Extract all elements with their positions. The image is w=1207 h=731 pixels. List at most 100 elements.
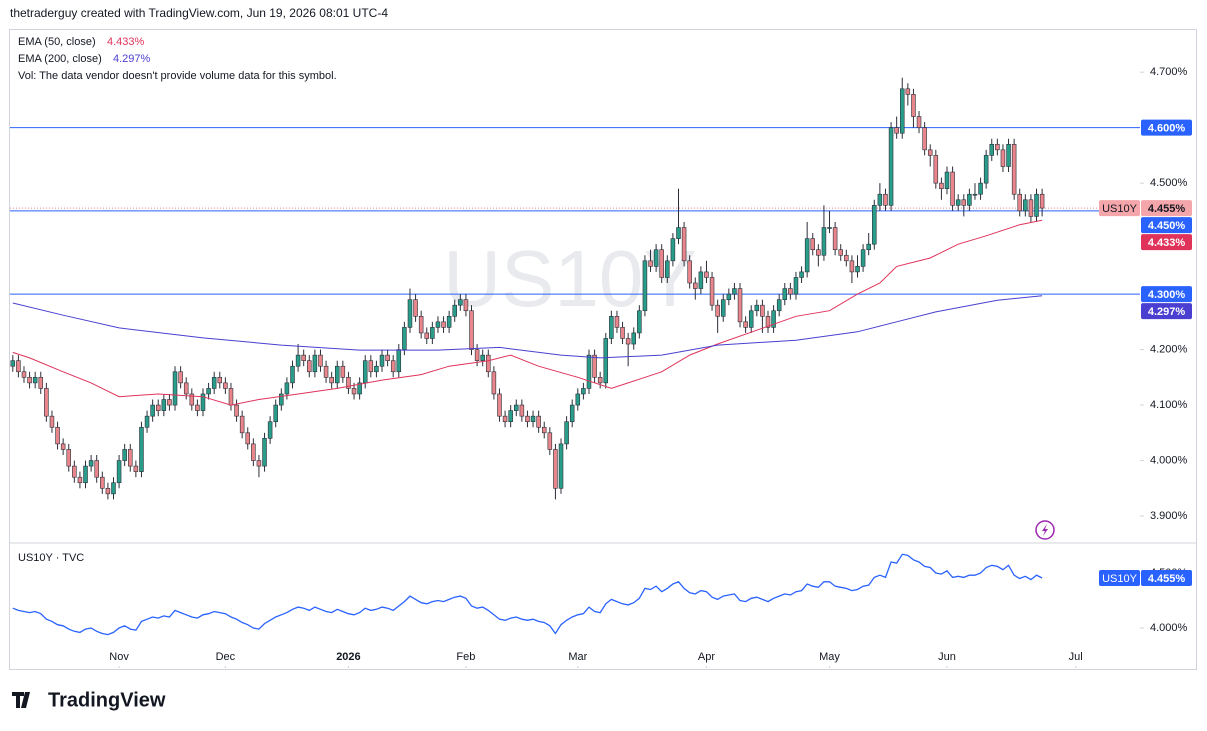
candle-body bbox=[883, 193, 888, 206]
pane2-price-label: 4.455% bbox=[1148, 573, 1186, 585]
candle-body bbox=[77, 476, 83, 484]
candle-body bbox=[525, 415, 530, 423]
candle-body bbox=[452, 304, 457, 317]
candle-body bbox=[575, 393, 581, 406]
candle-body bbox=[290, 365, 295, 384]
candle-body bbox=[262, 438, 267, 467]
candle-body bbox=[866, 243, 871, 251]
footer-logo bbox=[12, 692, 30, 708]
candle-body bbox=[894, 127, 899, 134]
candle-body bbox=[922, 127, 927, 151]
price-label: 4.297% bbox=[1148, 306, 1186, 318]
candle-body bbox=[200, 393, 206, 411]
candle-body bbox=[402, 327, 407, 350]
candle-body bbox=[469, 310, 474, 350]
candle-body bbox=[256, 460, 262, 467]
candle-body bbox=[128, 449, 133, 467]
watermark: US10Y bbox=[443, 234, 696, 323]
candle-body bbox=[698, 271, 704, 289]
candle-body bbox=[183, 382, 189, 395]
candle-body bbox=[603, 338, 609, 384]
x-tick-label: Nov bbox=[109, 651, 129, 663]
candle-body bbox=[368, 360, 374, 373]
candle-body bbox=[10, 360, 16, 367]
candle-body bbox=[139, 426, 144, 472]
x-tick-label: Dec bbox=[216, 651, 236, 663]
candle-body bbox=[581, 388, 586, 395]
candle-body bbox=[463, 299, 469, 312]
candle-body bbox=[357, 382, 362, 395]
candle-body bbox=[1000, 149, 1006, 167]
candle-body bbox=[541, 426, 547, 434]
candle-body bbox=[172, 371, 178, 406]
candle-body bbox=[1034, 193, 1039, 217]
candle-body bbox=[737, 288, 743, 323]
candle-body bbox=[100, 476, 105, 489]
y-tick-label: 4.500% bbox=[1150, 177, 1188, 189]
candle-body bbox=[693, 282, 698, 289]
candle-body bbox=[609, 315, 614, 339]
candle-body bbox=[681, 227, 687, 262]
candle-body bbox=[709, 277, 715, 306]
candle-body bbox=[374, 365, 379, 373]
candle-body bbox=[670, 238, 676, 262]
candle-body bbox=[989, 143, 995, 156]
candle-body bbox=[55, 426, 60, 445]
candle-body bbox=[1039, 193, 1045, 209]
candle-body bbox=[189, 393, 195, 406]
ema200-legend-value: 4.297% bbox=[113, 53, 151, 65]
candle-body bbox=[804, 238, 810, 273]
candle-body bbox=[111, 482, 116, 495]
candle-body bbox=[872, 205, 877, 245]
candle-body bbox=[754, 304, 760, 312]
candle-body bbox=[312, 354, 318, 373]
candle-body bbox=[418, 315, 424, 334]
candle-body bbox=[726, 293, 732, 300]
candle-body bbox=[430, 327, 435, 339]
candle-body bbox=[978, 182, 983, 195]
x-tick-label: 2026 bbox=[336, 651, 360, 663]
candle-body bbox=[458, 299, 463, 306]
candle-body bbox=[301, 354, 306, 361]
candle-body bbox=[329, 377, 334, 384]
candle-body bbox=[558, 443, 564, 489]
candle-body bbox=[916, 116, 922, 128]
candle-body bbox=[983, 155, 989, 184]
candle-body bbox=[905, 88, 911, 95]
candle-body bbox=[267, 421, 273, 439]
candle-body bbox=[799, 271, 804, 278]
candle-body bbox=[642, 260, 648, 312]
candle-body bbox=[564, 421, 569, 445]
pane2-y-tick-label: 4.000% bbox=[1150, 622, 1188, 634]
candle-body bbox=[888, 127, 894, 206]
candle-body bbox=[228, 388, 234, 406]
candle-body bbox=[44, 388, 49, 417]
candle-body bbox=[788, 288, 793, 295]
ema-line bbox=[12, 295, 1043, 359]
candle-body bbox=[307, 360, 312, 373]
candle-body bbox=[687, 260, 692, 284]
candle-body bbox=[318, 354, 323, 367]
candle-body bbox=[295, 354, 301, 367]
candle-body bbox=[217, 377, 223, 384]
candle-body bbox=[223, 382, 228, 389]
candle-body bbox=[279, 393, 284, 406]
candle-body bbox=[16, 360, 21, 373]
candle-body bbox=[653, 249, 659, 267]
candle-body bbox=[245, 432, 251, 445]
price-label-box bbox=[1141, 303, 1192, 320]
ema50-legend-value: 4.433% bbox=[107, 36, 145, 48]
candle-body bbox=[631, 332, 636, 345]
candle-body bbox=[334, 365, 340, 384]
price-label: 4.450% bbox=[1148, 220, 1186, 232]
candle-body bbox=[1023, 199, 1028, 212]
ema-line bbox=[12, 219, 1043, 406]
candle-body bbox=[782, 288, 788, 300]
ema50-legend: EMA (50, close) bbox=[18, 36, 96, 48]
candle-body bbox=[743, 321, 748, 328]
candle-body bbox=[995, 143, 1000, 151]
candle-body bbox=[765, 315, 771, 328]
candle-body bbox=[715, 304, 720, 317]
candle-body bbox=[38, 377, 44, 389]
